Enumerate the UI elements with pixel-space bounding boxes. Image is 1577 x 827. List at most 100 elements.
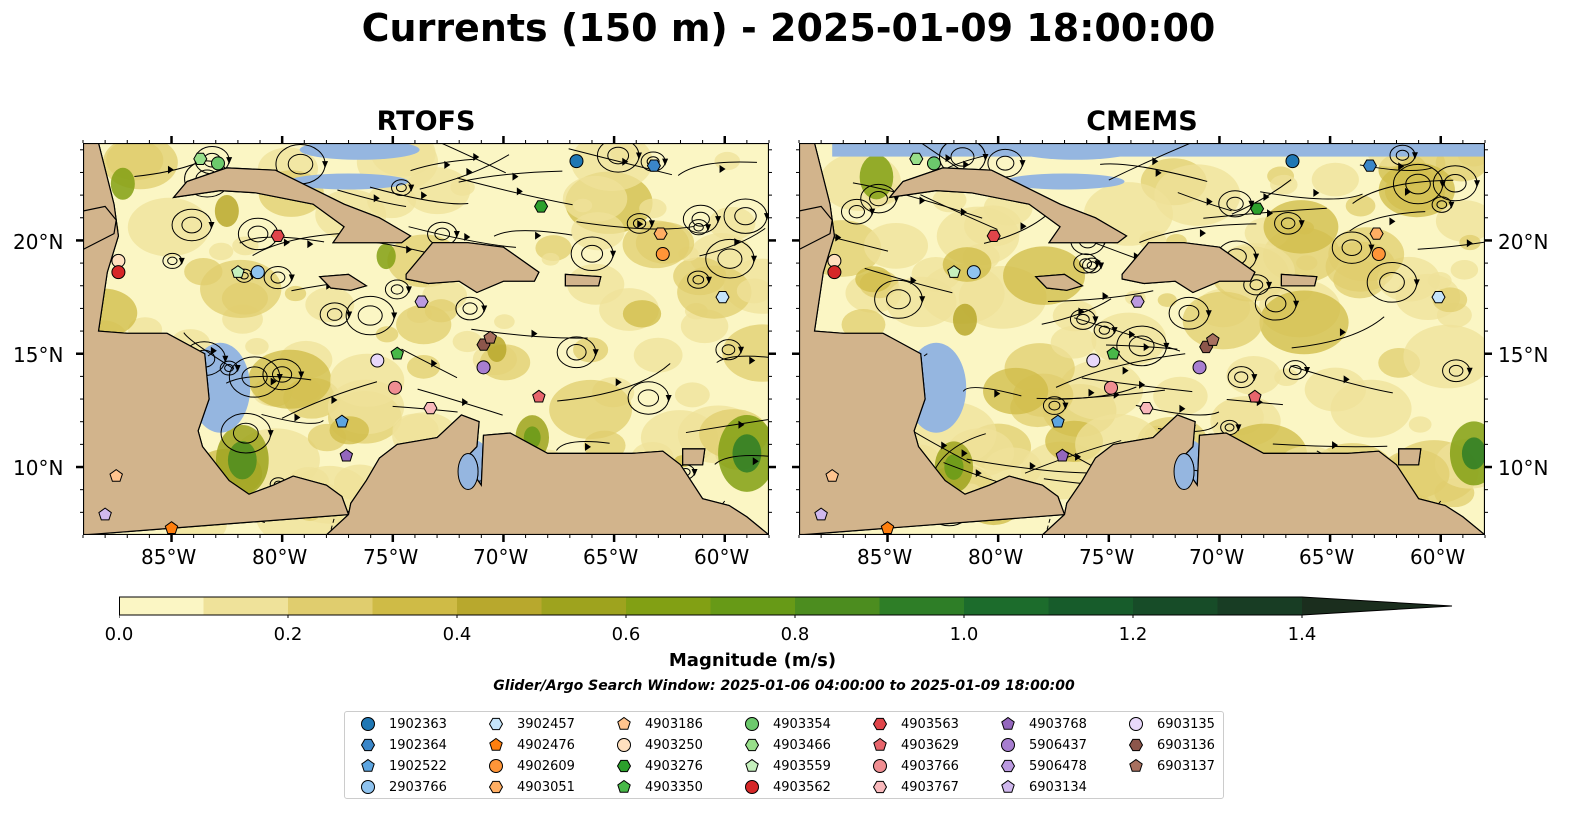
hexagon-marker-icon	[872, 717, 888, 731]
legend-item: 5906437	[999, 735, 1087, 755]
float-marker-4903350[interactable]	[1106, 346, 1120, 360]
float-marker-1902363[interactable]	[1285, 154, 1300, 169]
colorbar-tick-label: 0.6	[611, 624, 641, 645]
float-marker-4903629[interactable]	[532, 389, 546, 403]
float-marker-5906478[interactable]	[414, 295, 429, 308]
float-marker-4903051[interactable]	[653, 227, 668, 240]
legend-item: 4903629	[871, 735, 959, 755]
figure-title: Currents (150 m) - 2025-01-09 18:00:00	[361, 6, 1216, 50]
colorbar	[119, 596, 1453, 618]
float-marker-6903137[interactable]	[483, 330, 497, 344]
legend-label: 6903135	[1157, 716, 1215, 732]
float-marker-1902522[interactable]	[1051, 414, 1065, 428]
legend-item: 4903768	[999, 714, 1087, 734]
float-marker-4903354[interactable]	[210, 156, 225, 171]
legend-label: 4902476	[517, 737, 575, 753]
legend-label: 6903137	[1157, 758, 1215, 774]
float-marker-4903563[interactable]	[986, 229, 1001, 242]
lat-label-right: 10°N	[1498, 456, 1549, 480]
legend-label: 4903466	[773, 737, 831, 753]
legend-item: 6903136	[1127, 735, 1215, 755]
float-marker-4903354[interactable]	[926, 156, 941, 171]
legend-item: 6903134	[999, 777, 1087, 797]
float-marker-5906437[interactable]	[1192, 360, 1207, 375]
hexagon-marker-icon	[488, 780, 504, 794]
float-marker-4903562[interactable]	[111, 265, 126, 280]
legend-item: 2903766	[359, 777, 447, 797]
float-marker-4903767[interactable]	[1139, 402, 1154, 415]
float-marker-1902363[interactable]	[569, 154, 584, 169]
float-marker-4902476[interactable]	[164, 521, 179, 534]
float-marker-5906478[interactable]	[1130, 295, 1145, 308]
legend-item: 4903563	[871, 714, 959, 734]
legend-item: 4903766	[871, 756, 959, 776]
circle-marker-icon	[1001, 738, 1015, 752]
lon-label: 65°W	[1299, 545, 1355, 569]
legend-item: 4903354	[743, 714, 831, 734]
float-marker-6903134[interactable]	[814, 507, 828, 521]
float-marker-3902457[interactable]	[1431, 291, 1446, 304]
float-marker-4903766[interactable]	[1104, 380, 1119, 395]
lat-label-left: 20°N	[13, 230, 64, 254]
float-marker-4903051[interactable]	[1369, 227, 1384, 240]
float-marker-2903766[interactable]	[250, 265, 265, 280]
legend-label: 4903768	[1029, 716, 1087, 732]
float-marker-4903186[interactable]	[825, 468, 839, 482]
float-marker-4903629[interactable]	[1248, 389, 1262, 403]
legend-label: 4903276	[645, 758, 703, 774]
legend-label: 4903051	[517, 779, 575, 795]
pentagon-marker-icon	[489, 737, 503, 751]
float-marker-4903276[interactable]	[534, 200, 549, 213]
float-marker-4902609[interactable]	[655, 247, 670, 262]
float-marker-1902364[interactable]	[646, 159, 661, 172]
colorbar-tick-label: 1.4	[1287, 624, 1317, 645]
float-marker-4903559[interactable]	[231, 265, 245, 278]
float-marker-4903563[interactable]	[270, 229, 285, 242]
pentagon-marker-icon	[617, 779, 631, 793]
float-marker-4903350[interactable]	[390, 346, 404, 360]
float-marker-4903276[interactable]	[1250, 202, 1265, 215]
search-window-caption: Glider/Argo Search Window: 2025-01-06 04…	[493, 678, 1075, 694]
float-marker-6903135[interactable]	[1086, 353, 1101, 368]
float-marker-4903768[interactable]	[339, 448, 354, 462]
panel-title-rtofs: RTOFS	[376, 106, 476, 137]
float-marker-4902609[interactable]	[1371, 247, 1386, 262]
circle-marker-icon	[1129, 717, 1143, 731]
float-marker-6903134[interactable]	[98, 507, 112, 521]
float-marker-4903767[interactable]	[423, 402, 438, 415]
legend-item: 1902364	[359, 735, 447, 755]
colorbar-tick-label: 0.4	[442, 624, 472, 645]
legend-label: 4903563	[901, 716, 959, 732]
float-marker-2903766[interactable]	[966, 265, 981, 280]
float-marker-4903466[interactable]	[909, 152, 924, 165]
float-marker-4903466[interactable]	[193, 152, 208, 165]
map-panel-rtofs[interactable]	[83, 143, 769, 535]
axes-ticks	[76, 136, 1492, 542]
legend-item: 4903767	[871, 777, 959, 797]
circle-marker-icon	[745, 717, 759, 731]
hexagon-marker-icon	[360, 738, 376, 752]
legend-label: 6903136	[1157, 737, 1215, 753]
float-marker-6903137[interactable]	[1206, 332, 1220, 346]
float-marker-1902522[interactable]	[335, 414, 349, 428]
float-marker-4902476[interactable]	[880, 521, 895, 534]
float-marker-4903768[interactable]	[1055, 448, 1070, 462]
legend-label: 4903559	[773, 758, 831, 774]
float-marker-4903766[interactable]	[388, 380, 403, 395]
map-panel-cmems[interactable]	[799, 143, 1485, 535]
float-marker-3902457[interactable]	[715, 291, 730, 304]
legend-label: 6903134	[1029, 779, 1087, 795]
float-marker-6903135[interactable]	[370, 353, 385, 368]
pentagon-marker-icon	[361, 758, 375, 772]
float-marker-4903186[interactable]	[109, 468, 123, 482]
legend-item: 4903250	[615, 735, 703, 755]
legend-item: 6903135	[1127, 714, 1215, 734]
legend-label: 4903766	[901, 758, 959, 774]
lon-label: 85°W	[857, 545, 913, 569]
float-marker-4903559[interactable]	[947, 265, 961, 278]
float-marker-1902364[interactable]	[1362, 159, 1377, 172]
lon-label: 60°W	[1410, 545, 1466, 569]
float-marker-5906437[interactable]	[476, 360, 491, 375]
colorbar-tick-label: 0.2	[273, 624, 303, 645]
float-marker-4903562[interactable]	[827, 265, 842, 280]
